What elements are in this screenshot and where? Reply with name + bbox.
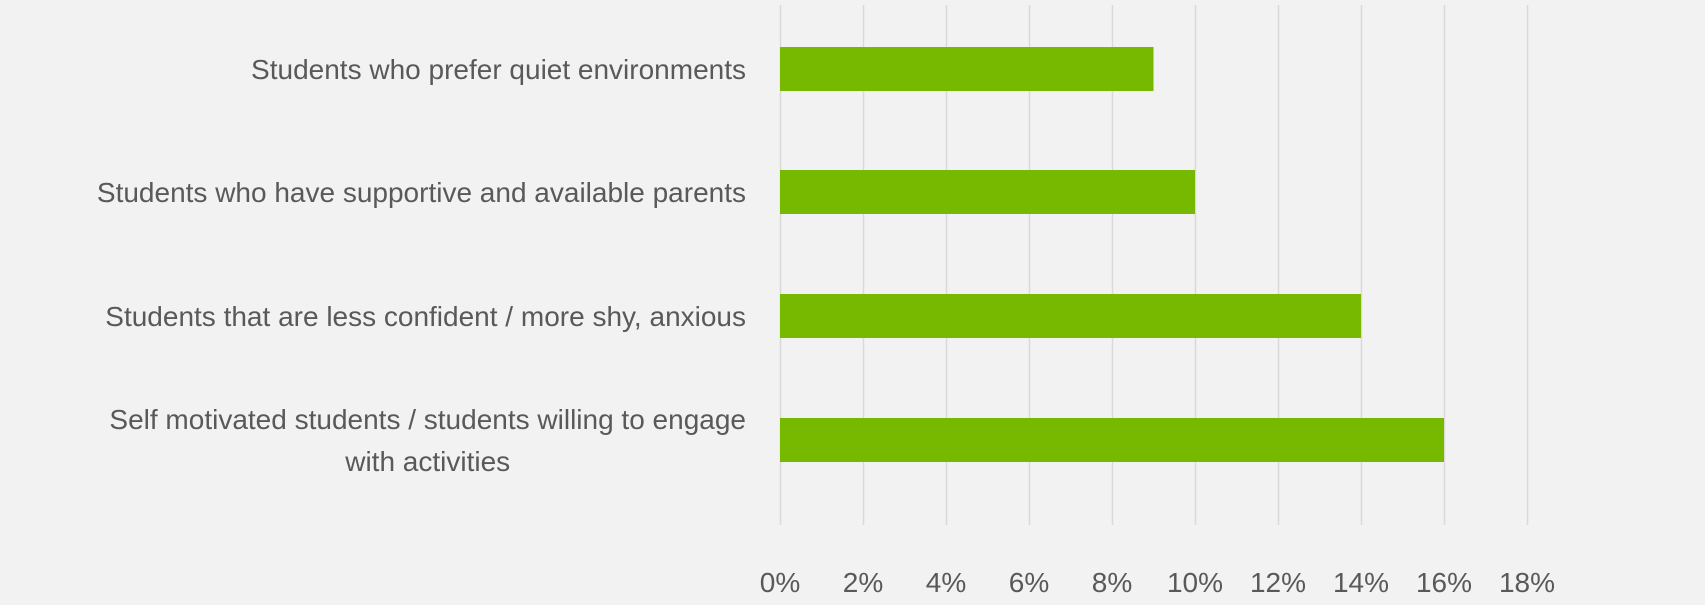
x-tick-label: 6%: [1009, 567, 1049, 598]
x-tick-label: 8%: [1092, 567, 1132, 598]
gridlines: [779, 5, 1529, 525]
x-tick-label: 4%: [926, 567, 966, 598]
bar: [780, 170, 1195, 214]
x-tick-label: 14%: [1333, 567, 1389, 598]
x-tick-label: 2%: [843, 567, 883, 598]
category-label: Students who prefer quiet environments: [251, 54, 746, 85]
x-tick-label: 18%: [1499, 567, 1555, 598]
category-label: Students that are less confident / more …: [105, 301, 746, 332]
bar: [780, 294, 1361, 338]
x-tick-label: 12%: [1250, 567, 1306, 598]
x-tick-label: 10%: [1167, 567, 1223, 598]
x-axis-ticks: 0% 2% 4% 6% 8% 10% 12% 14% 16% 18%: [760, 567, 1555, 598]
category-label: with activities: [344, 446, 510, 477]
category-label: Self motivated students / students willi…: [109, 404, 746, 435]
bar: [780, 47, 1154, 91]
category-label: Students who have supportive and availab…: [97, 177, 746, 208]
x-tick-label: 0%: [760, 567, 800, 598]
x-tick-label: 16%: [1416, 567, 1472, 598]
bar: [780, 418, 1444, 462]
category-labels: Students who prefer quiet environments St…: [97, 54, 746, 477]
bars: [780, 47, 1444, 462]
